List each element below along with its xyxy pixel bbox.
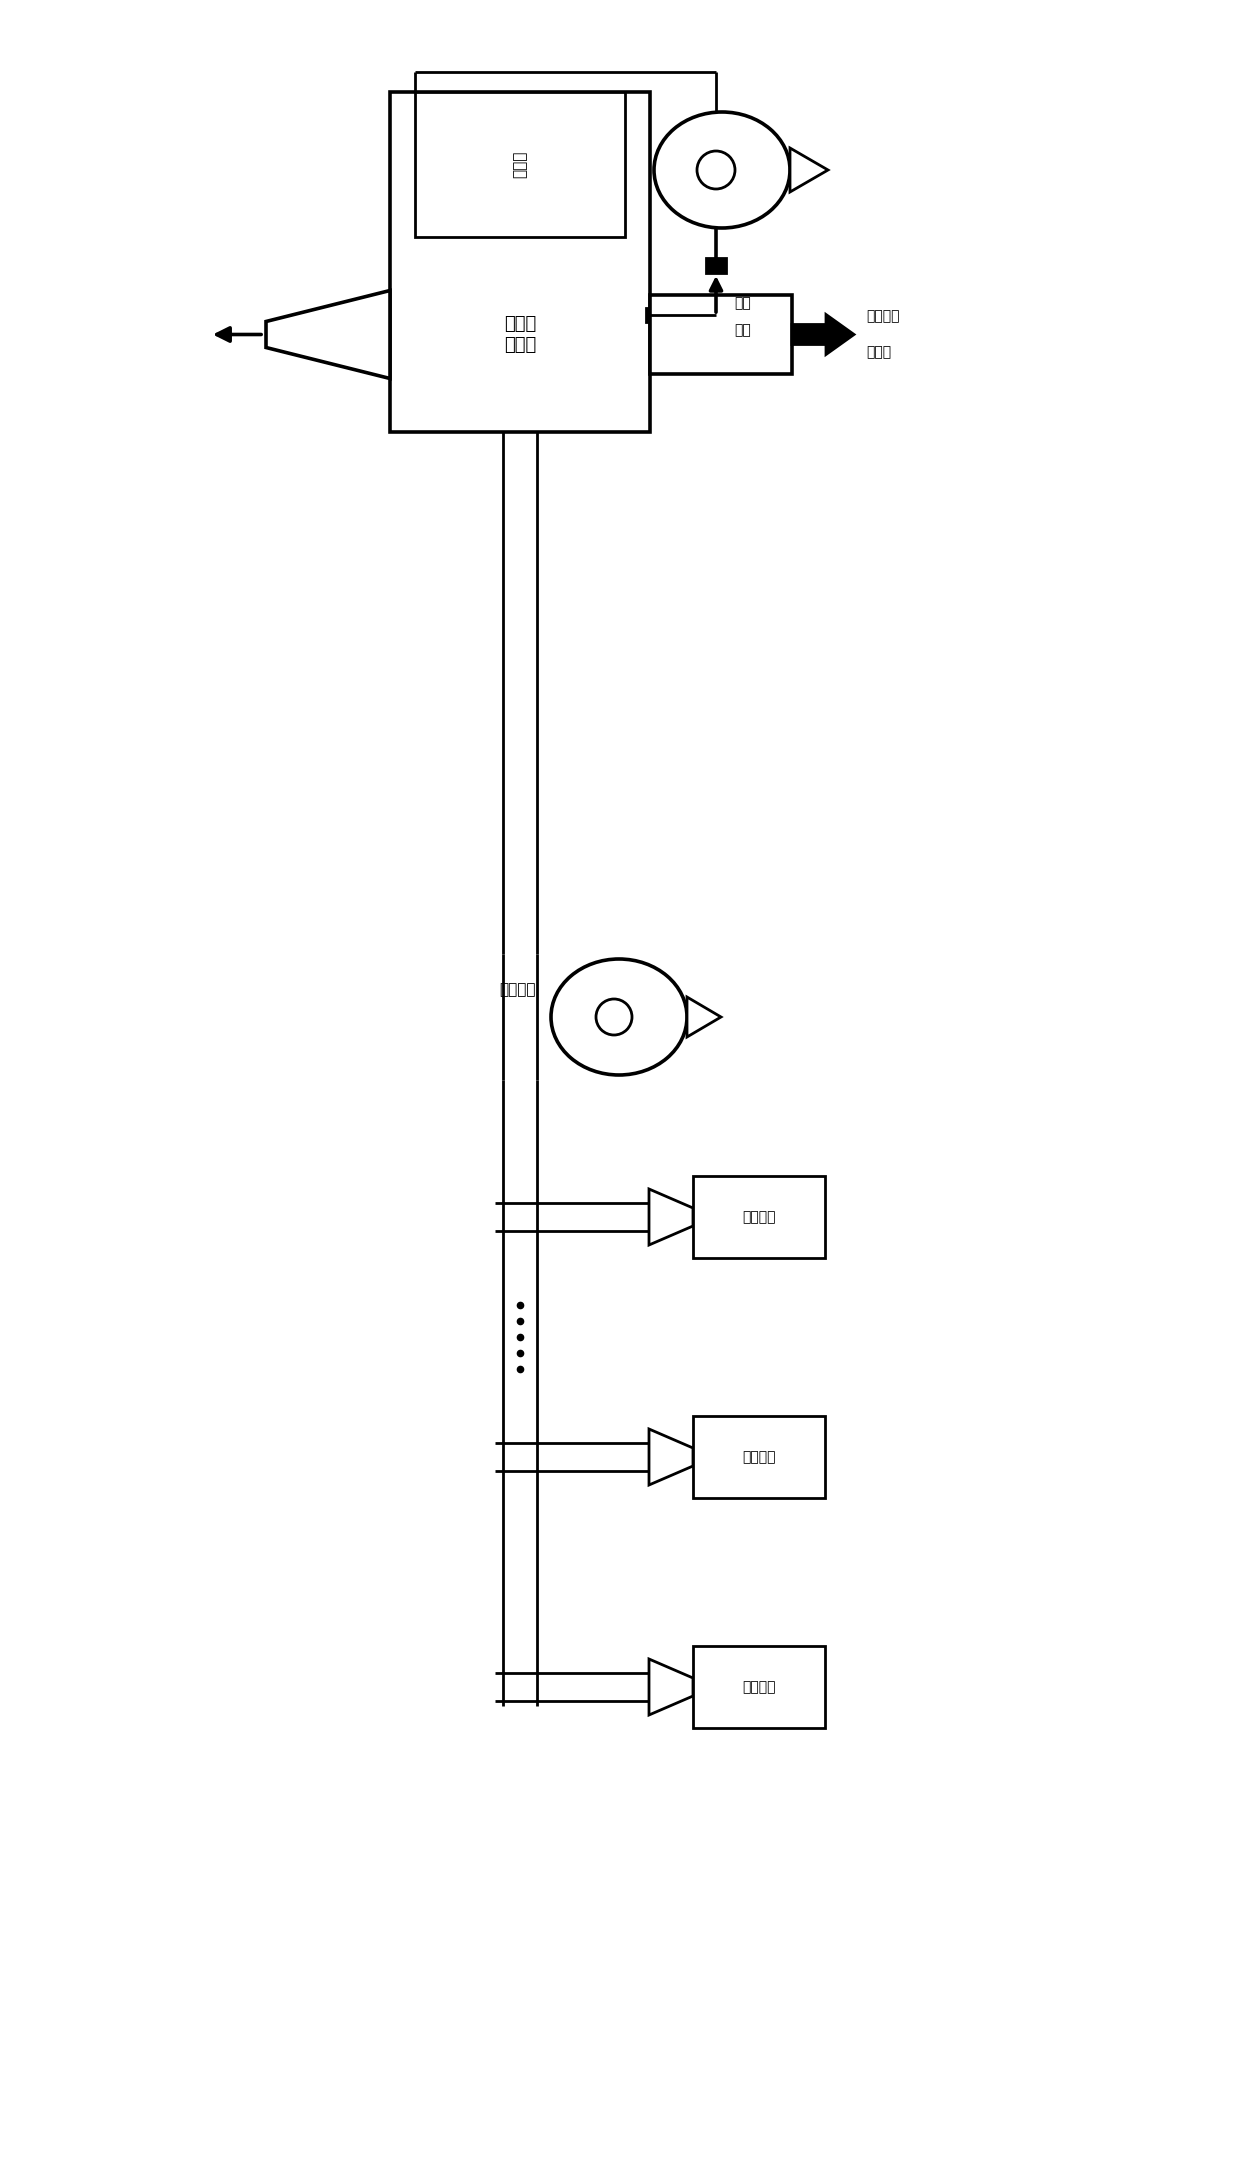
Text: 净化: 净化 (734, 295, 750, 311)
Bar (650, 295, 792, 374)
Text: 高压泵: 高压泵 (512, 150, 527, 178)
Bar (706, 258, 725, 274)
Circle shape (596, 999, 632, 1036)
Bar (693, 1416, 825, 1499)
Text: 水水: 水水 (734, 324, 750, 337)
Polygon shape (792, 315, 854, 354)
Text: 至废水处: 至废水处 (866, 308, 899, 324)
Polygon shape (790, 148, 828, 191)
Text: 理系统: 理系统 (866, 345, 892, 361)
Text: 操作工位: 操作工位 (743, 1451, 776, 1464)
Polygon shape (649, 1429, 693, 1486)
Bar (415, 91, 625, 237)
Text: 废气处
理系统: 废气处 理系统 (503, 315, 536, 354)
Text: 操作工位: 操作工位 (743, 1679, 776, 1694)
Polygon shape (649, 1188, 693, 1245)
Polygon shape (687, 997, 720, 1036)
Polygon shape (267, 291, 391, 378)
Circle shape (697, 152, 735, 189)
Ellipse shape (551, 960, 687, 1075)
Bar (693, 1646, 825, 1729)
Bar (391, 91, 650, 432)
Bar (693, 1175, 825, 1258)
Text: 负压系统: 负压系统 (500, 982, 536, 997)
Polygon shape (649, 1659, 693, 1716)
Text: 操作工位: 操作工位 (743, 1210, 776, 1225)
Ellipse shape (653, 113, 790, 228)
Bar (646, 308, 662, 321)
